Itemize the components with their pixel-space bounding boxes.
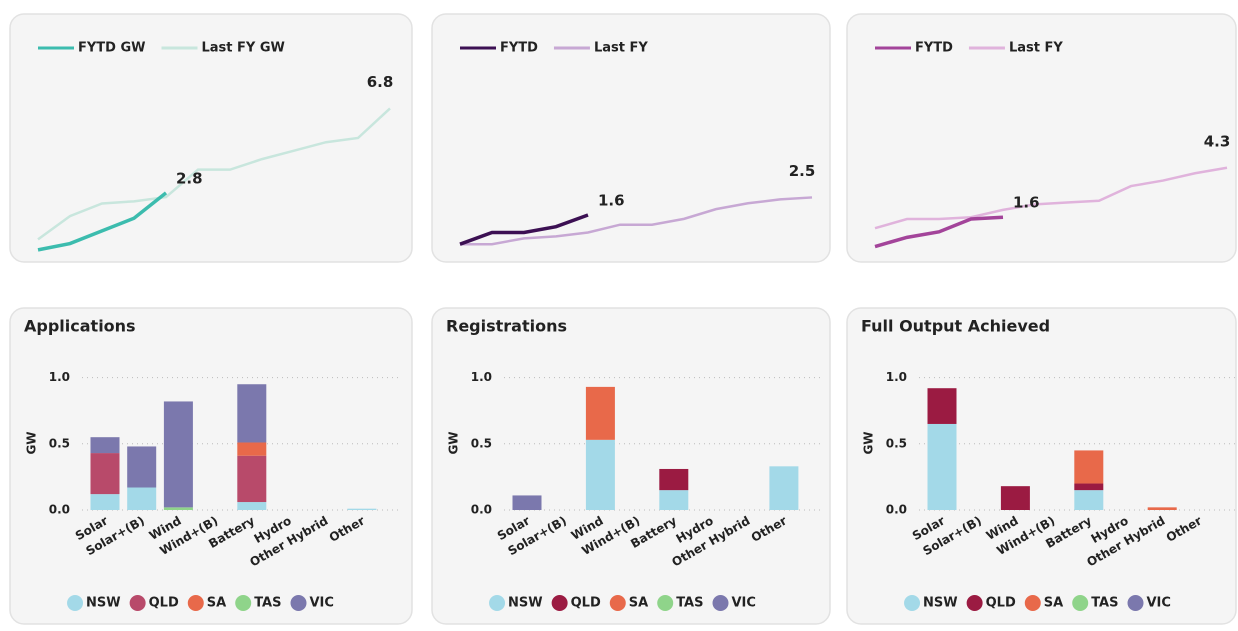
- legend-label: FYTD: [500, 41, 538, 56]
- value-label: 2.8: [176, 169, 203, 187]
- bar-segment: [127, 487, 157, 510]
- legend-swatch: [966, 595, 983, 611]
- legend-label: VIC: [1147, 596, 1171, 611]
- chart-title: Full Output Achieved: [861, 317, 1050, 336]
- legend-label: QLD: [571, 596, 601, 611]
- legend-label: QLD: [149, 596, 179, 611]
- line-series: [874, 215, 1004, 249]
- y-axis-label: GW: [862, 431, 876, 454]
- bar-segment: [237, 442, 267, 456]
- line-series: [874, 166, 1228, 230]
- line-series: [460, 196, 813, 246]
- line-series: [459, 213, 589, 246]
- legend-label: SA: [629, 596, 648, 611]
- y-tick-label: 1.0: [886, 370, 907, 384]
- y-tick-label: 1.0: [49, 370, 70, 384]
- legend-swatch: [1024, 595, 1041, 611]
- legend-label: TAS: [1091, 596, 1118, 611]
- legend-swatch: [1072, 595, 1089, 611]
- legend-swatch: [67, 595, 84, 611]
- bar-segment: [1000, 486, 1030, 510]
- chart-title: Applications: [24, 317, 136, 336]
- y-axis-label: GW: [25, 431, 39, 454]
- y-tick-label: 0.0: [49, 503, 70, 517]
- legend-label: SA: [1044, 596, 1063, 611]
- y-axis-label: GW: [447, 431, 461, 454]
- y-tick-label: 0.5: [471, 436, 492, 450]
- bar-segment: [90, 453, 120, 495]
- card: [431, 13, 831, 263]
- legend-label: QLD: [986, 596, 1016, 611]
- y-tick-label: 0.0: [886, 503, 907, 517]
- value-label: 2.5: [789, 162, 816, 180]
- bar-segment: [127, 446, 157, 488]
- legend-label: SA: [207, 596, 226, 611]
- bar-segment: [659, 468, 689, 491]
- legend-label: FYTD: [915, 41, 953, 56]
- legend-label: NSW: [923, 596, 958, 611]
- legend-swatch: [904, 595, 921, 611]
- bar-segment: [585, 439, 615, 510]
- legend-label: Last FY: [594, 41, 648, 56]
- bar-segment: [90, 494, 120, 510]
- bar-segment: [237, 384, 267, 443]
- card: [846, 307, 1237, 625]
- line-series: [37, 191, 168, 252]
- legend-swatch: [1127, 595, 1144, 611]
- bar-segment: [659, 490, 689, 510]
- bar-segment: [237, 455, 267, 503]
- card: [431, 307, 831, 625]
- bar-segment: [585, 386, 615, 440]
- bar-segment: [927, 388, 957, 424]
- legend-label: NSW: [86, 596, 121, 611]
- value-label: 1.6: [1013, 194, 1040, 212]
- bar-segment: [1074, 450, 1104, 484]
- card: [846, 13, 1237, 263]
- bar-segment: [347, 508, 377, 510]
- y-tick-label: 1.0: [471, 370, 492, 384]
- bar-segment: [163, 507, 193, 510]
- bar-segment: [927, 423, 957, 510]
- y-tick-label: 0.0: [471, 503, 492, 517]
- bar-segment: [769, 466, 799, 510]
- legend-swatch: [290, 595, 307, 611]
- bar-segment: [512, 495, 542, 510]
- legend-label: Last FY GW: [202, 41, 285, 56]
- legend-swatch: [187, 595, 204, 611]
- line-series: [37, 107, 391, 241]
- legend-label: TAS: [676, 596, 703, 611]
- legend-swatch: [551, 595, 568, 611]
- value-label: 4.3: [1204, 132, 1231, 150]
- legend-swatch: [129, 595, 146, 611]
- bar-segment: [237, 502, 267, 510]
- y-tick-label: 0.5: [49, 436, 70, 450]
- legend-swatch: [235, 595, 252, 611]
- legend-label: TAS: [254, 596, 281, 611]
- legend-label: Last FY: [1009, 41, 1063, 56]
- value-label: 1.6: [598, 191, 625, 209]
- legend-swatch: [489, 595, 506, 611]
- legend-label: FYTD GW: [78, 41, 146, 56]
- legend-swatch: [609, 595, 626, 611]
- card: [9, 13, 413, 263]
- bar-segment: [1147, 507, 1177, 510]
- bar-segment: [1074, 483, 1104, 491]
- bar-segment: [1074, 490, 1104, 510]
- y-tick-label: 0.5: [886, 436, 907, 450]
- chart-title: Registrations: [446, 317, 567, 336]
- legend-swatch: [657, 595, 674, 611]
- value-label: 6.8: [367, 73, 394, 91]
- bar-segment: [90, 437, 120, 454]
- legend-label: VIC: [732, 596, 756, 611]
- legend-swatch: [712, 595, 729, 611]
- card: [9, 307, 413, 625]
- legend-label: NSW: [508, 596, 543, 611]
- legend-label: VIC: [310, 596, 334, 611]
- bar-segment: [163, 401, 193, 508]
